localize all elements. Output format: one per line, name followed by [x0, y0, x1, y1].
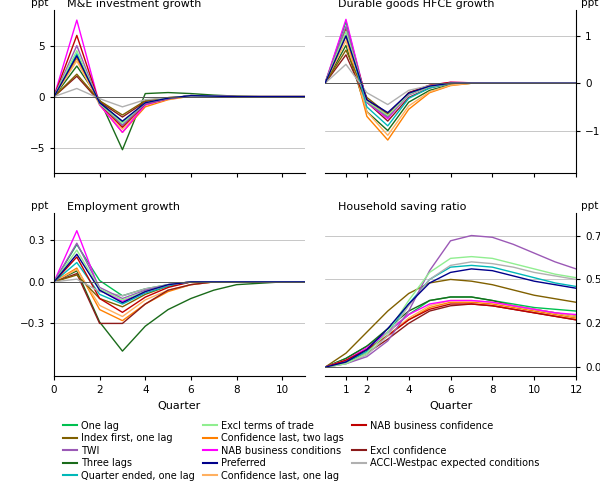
Text: ppt: ppt [581, 0, 599, 8]
Text: ppt: ppt [581, 201, 599, 211]
Text: ppt: ppt [31, 201, 49, 211]
Text: ppt: ppt [31, 0, 49, 8]
X-axis label: Quarter: Quarter [429, 401, 472, 411]
Text: Durable goods HFCE growth: Durable goods HFCE growth [338, 0, 494, 9]
X-axis label: Quarter: Quarter [158, 401, 201, 411]
Text: Household saving ratio: Household saving ratio [338, 202, 466, 212]
Legend: One lag, Index first, one lag, TWI, Three lags, Quarter ended, one lag, Excl ter: One lag, Index first, one lag, TWI, Thre… [59, 417, 544, 485]
Text: M&E investment growth: M&E investment growth [67, 0, 201, 9]
Text: Employment growth: Employment growth [67, 202, 179, 212]
